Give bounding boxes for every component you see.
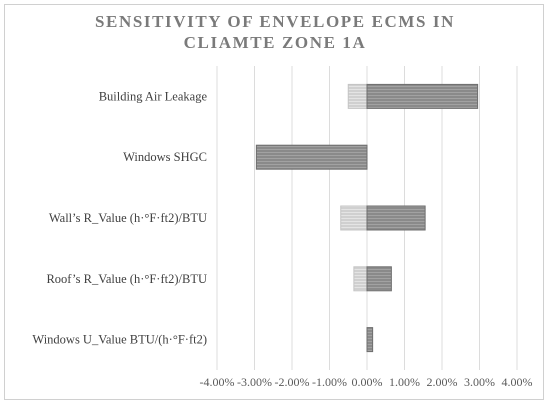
bar-series-0-0 (347, 83, 368, 109)
bar-series-1-4 (366, 327, 374, 353)
chart-title-line-2: CLIAMTE ZONE 1A (183, 33, 367, 52)
category-label-4: Windows U_Value BTU/(h·°F·ft2) (32, 333, 207, 347)
x-tick-label-4: 0.00% (352, 375, 383, 389)
x-tick-label-5: 1.00% (389, 375, 420, 389)
x-tick-label-1: -3.00% (237, 375, 272, 389)
bar-series-1-1 (255, 144, 368, 170)
x-tick-label-6: 2.00% (427, 375, 458, 389)
bar-series-1-3 (366, 266, 392, 292)
x-tick-label-8: 4.00% (502, 375, 533, 389)
bar-series-0-2 (340, 205, 368, 231)
x-tick-label-7: 3.00% (464, 375, 495, 389)
chart-frame (4, 4, 544, 400)
x-tick-label-0: -4.00% (200, 375, 235, 389)
bar-series-1-0 (366, 83, 479, 109)
chart-title-line-1: SENSITIVITY OF ENVELOPE ECMS IN (94, 12, 456, 31)
x-tick-label-2: -2.00% (275, 375, 310, 389)
category-label-0: Building Air Leakage (99, 89, 208, 103)
category-label-1: Windows SHGC (123, 150, 207, 164)
category-label-3: Roof’s R_Value (h·°F·ft2)/BTU (46, 272, 207, 286)
bar-series-0-3 (353, 266, 368, 292)
category-label-2: Wall’s R_Value (h·°F·ft2)/BTU (49, 211, 207, 225)
x-tick-label-3: -1.00% (312, 375, 347, 389)
bar-series-1-2 (366, 205, 426, 231)
